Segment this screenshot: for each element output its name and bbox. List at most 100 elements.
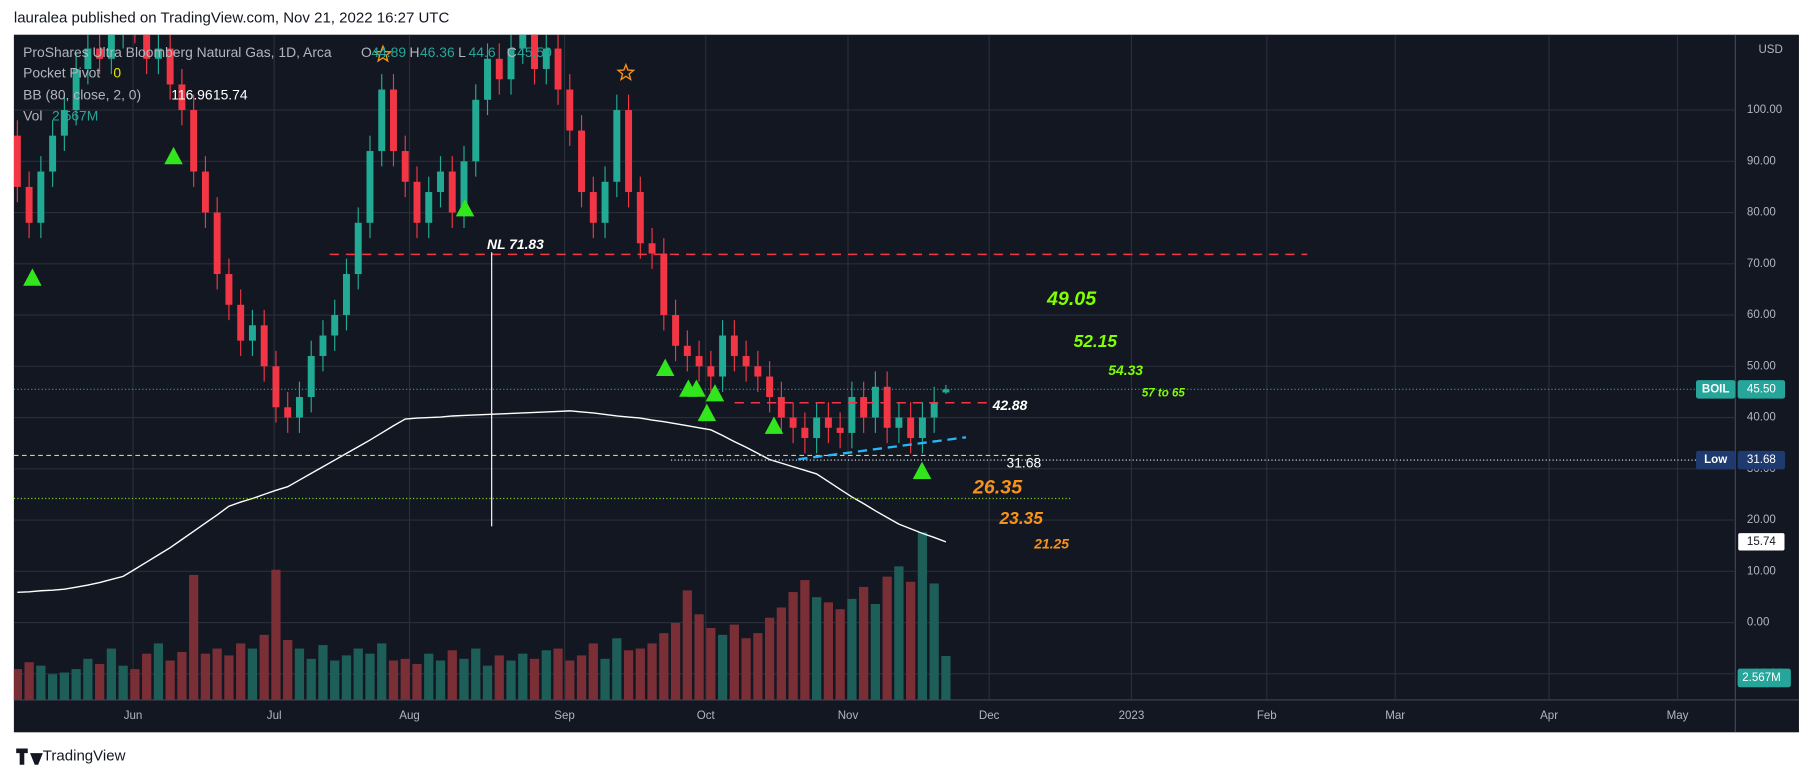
volume-bar xyxy=(741,638,751,700)
publisher: lauralea published on TradingView.com, N… xyxy=(14,9,450,26)
x-tick-label: 2023 xyxy=(1119,710,1145,722)
x-tick-label: Sep xyxy=(554,710,575,722)
bb-lower-line xyxy=(17,410,947,593)
ohlc-key: O xyxy=(361,44,372,60)
target-annotation: 21.25 xyxy=(1033,536,1069,552)
pocket-pivot-signal xyxy=(655,358,675,376)
candle-body xyxy=(895,417,903,428)
volume-bar xyxy=(800,580,810,700)
candle-body xyxy=(201,171,209,213)
candle-body xyxy=(789,417,797,428)
candle-body xyxy=(307,356,315,398)
volume-bar xyxy=(142,653,152,700)
price-tag-name-bg xyxy=(1695,450,1736,470)
y-tick-label: 100.00 xyxy=(1747,104,1782,116)
legend-bb: BB (80, close, 2, 0) xyxy=(23,87,141,103)
volume-bar xyxy=(471,648,481,700)
logo xyxy=(16,748,43,765)
volume-bar xyxy=(847,598,857,700)
candle-body xyxy=(460,161,468,213)
candle-body xyxy=(754,366,762,377)
volume-bar xyxy=(565,660,575,700)
star-marker xyxy=(616,62,636,81)
candle-body xyxy=(683,345,691,357)
candle-body xyxy=(871,386,879,418)
candle-body xyxy=(742,356,750,367)
target-annotation: 23.35 xyxy=(999,508,1044,528)
candle-body xyxy=(154,48,162,59)
candle-body xyxy=(672,315,680,346)
volume-bar xyxy=(706,627,716,700)
volume-bar xyxy=(929,583,939,700)
candle-body xyxy=(237,304,245,341)
volume-bar xyxy=(95,663,105,700)
volume-bar xyxy=(576,655,587,700)
candle-body xyxy=(354,222,362,275)
volume-bar xyxy=(247,648,258,700)
volume-bar xyxy=(906,581,916,700)
volume-bar xyxy=(165,660,175,700)
y-tick-label: 70.00 xyxy=(1747,258,1776,270)
pocket-pivot-signal xyxy=(697,403,717,422)
volume-bar xyxy=(811,597,822,700)
y-tick-label: 0.00 xyxy=(1747,617,1769,629)
price-tag-name-bg xyxy=(1695,380,1736,399)
volume-bar xyxy=(859,586,869,700)
volume-bar xyxy=(353,648,363,700)
ohlc-key: L xyxy=(458,44,466,60)
ohlc-value: 45.50 xyxy=(517,44,552,60)
x-tick-label: Jul xyxy=(267,710,282,722)
candle-body xyxy=(37,171,45,223)
candle-body xyxy=(178,84,186,111)
volume-tag-bg xyxy=(1737,668,1791,688)
y-tick-label: 10.00 xyxy=(1747,565,1776,577)
candle-body xyxy=(484,58,491,100)
candle-body xyxy=(143,34,151,59)
ohlc-key: H xyxy=(410,44,420,60)
x-tick-label: Jun xyxy=(124,710,143,722)
volume-bar xyxy=(47,674,58,700)
volume-bar xyxy=(494,655,504,700)
volume-bar xyxy=(13,669,22,700)
candle-body xyxy=(707,366,715,377)
candle-body xyxy=(519,34,527,49)
candle-body xyxy=(390,89,397,152)
volume-bar xyxy=(459,658,469,700)
volume-bar xyxy=(259,634,269,700)
volume-bar xyxy=(882,576,892,700)
candle-body xyxy=(824,417,832,428)
volume-tag-label: 2.567M xyxy=(1742,672,1781,684)
legend-vol-value: 2.567M xyxy=(52,108,98,124)
candle-body xyxy=(96,48,104,59)
volume-bar xyxy=(659,633,669,700)
candle-body xyxy=(213,212,221,275)
volume-bar xyxy=(870,604,881,700)
candle-body xyxy=(801,427,809,439)
target-annotation: 26.35 xyxy=(972,476,1023,498)
candle-body xyxy=(260,325,268,367)
candle-body xyxy=(860,397,868,418)
volume-bar xyxy=(541,650,551,700)
y-tick-label: 50.00 xyxy=(1747,360,1776,372)
candle-body xyxy=(930,402,938,418)
volume-bar xyxy=(130,669,140,700)
x-tick-label: Oct xyxy=(697,710,716,722)
candle-body xyxy=(107,34,115,59)
candle-body xyxy=(425,192,433,223)
volume-bar xyxy=(788,592,798,700)
pocket-pivot-signal xyxy=(164,146,183,165)
volume-bar xyxy=(294,648,305,700)
volume-bar xyxy=(506,660,516,700)
volume-bar xyxy=(71,669,81,700)
legend-vol: Vol xyxy=(23,108,42,124)
volume-bar xyxy=(118,665,128,700)
candle-body xyxy=(531,34,538,70)
candle-body xyxy=(284,407,292,418)
volume-bar xyxy=(83,658,93,700)
price-tag-bg xyxy=(1737,532,1786,552)
candle-body xyxy=(331,315,339,336)
y-tick-label: 60.00 xyxy=(1747,309,1776,321)
price-tag-label: 45.50 xyxy=(1747,383,1776,395)
y-tick-label: 40.00 xyxy=(1747,412,1776,424)
volume-bar xyxy=(59,672,69,700)
